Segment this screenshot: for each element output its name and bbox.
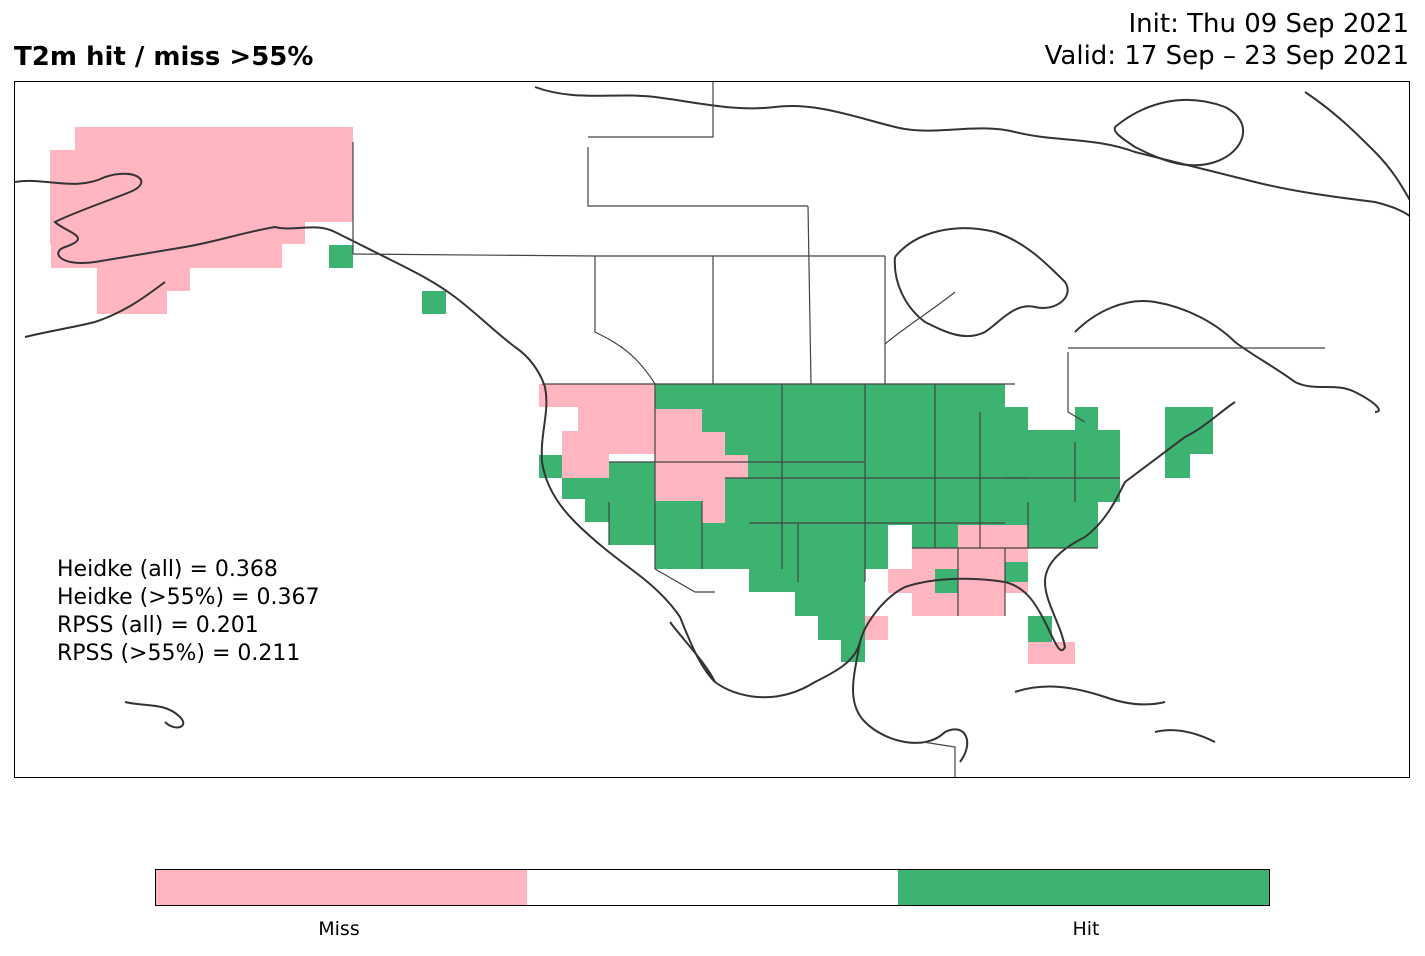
valid-range: Valid: 17 Sep – 23 Sep 2021: [1044, 41, 1409, 71]
map-title: T2m hit / miss >55%: [14, 42, 314, 72]
init-date: Init: Thu 09 Sep 2021: [1128, 9, 1409, 39]
date-info: Init: Thu 09 Sep 2021 Valid: 17 Sep – 23…: [1045, 8, 1409, 72]
colorbar-miss-segment: [156, 870, 527, 905]
rpss-all: RPSS (all) = 0.201: [57, 613, 259, 638]
colorbar-neutral-segment: [527, 870, 898, 905]
hit-cells-north: [329, 245, 446, 314]
map-panel: [14, 81, 1410, 778]
colorbar: [155, 869, 1270, 906]
colorbar-label-hit: Hit: [1072, 918, 1100, 940]
skill-scores: Heidke (all) = 0.368 Heidke (>55%) = 0.3…: [57, 556, 320, 668]
colorbar-hit-segment: [898, 870, 1269, 905]
alaska-miss-cells: [50, 127, 353, 314]
colorbar-label-miss: Miss: [318, 918, 360, 940]
coastlines: [15, 86, 1409, 763]
rpss-55: RPSS (>55%) = 0.211: [57, 641, 301, 666]
heidke-55: Heidke (>55%) = 0.367: [57, 585, 320, 610]
heidke-all: Heidke (all) = 0.368: [57, 557, 278, 582]
political-borders: [352, 82, 1325, 777]
north-america-map: [15, 82, 1409, 777]
